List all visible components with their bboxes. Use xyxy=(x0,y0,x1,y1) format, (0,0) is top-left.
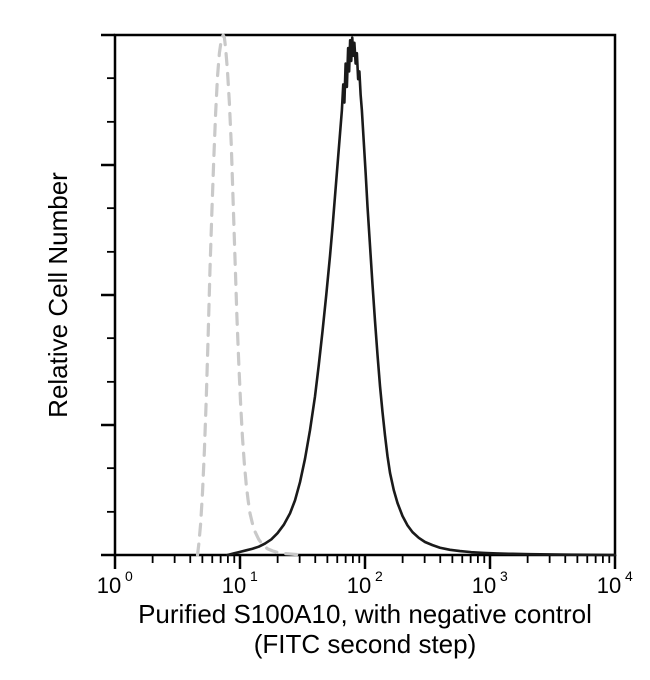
x-axis-title-line2: (FITC second step) xyxy=(254,629,477,659)
svg-text:4: 4 xyxy=(625,568,633,584)
svg-text:1: 1 xyxy=(250,568,258,584)
chart-svg: 100101102103104Relative Cell NumberPurif… xyxy=(0,0,650,680)
svg-text:3: 3 xyxy=(500,568,508,584)
flow-cytometry-chart: 100101102103104Relative Cell NumberPurif… xyxy=(0,0,650,680)
svg-text:10: 10 xyxy=(347,573,371,598)
svg-text:0: 0 xyxy=(125,568,133,584)
svg-text:10: 10 xyxy=(222,573,246,598)
y-axis-title: Relative Cell Number xyxy=(43,172,73,418)
svg-text:2: 2 xyxy=(375,568,383,584)
svg-text:10: 10 xyxy=(597,573,621,598)
x-axis-title-line1: Purified S100A10, with negative control xyxy=(138,599,592,629)
svg-text:10: 10 xyxy=(97,573,121,598)
svg-text:10: 10 xyxy=(472,573,496,598)
